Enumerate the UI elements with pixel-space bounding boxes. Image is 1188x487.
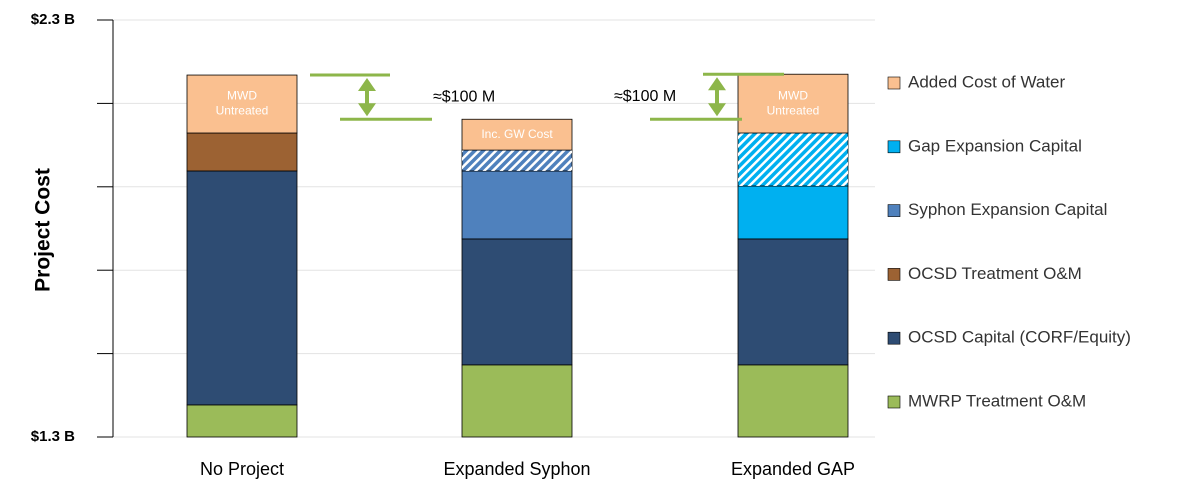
bar-segment: [737, 364, 849, 438]
annotation: ≈$100 M: [614, 88, 676, 105]
arrow-head: [708, 77, 726, 91]
legend-swatch: [887, 140, 901, 154]
bar-segment: [186, 404, 298, 438]
y-axis-label: Project Cost: [32, 168, 55, 292]
legend-swatch: [887, 268, 901, 281]
segment-label: Untreated: [767, 103, 820, 117]
bar-segment: [186, 170, 298, 406]
bar-segment: [737, 238, 849, 366]
legend-label: Gap Expansion Capital: [908, 136, 1082, 155]
legend-label: OCSD Treatment O&M: [908, 264, 1082, 283]
segment-label: Inc. GW Cost: [481, 127, 553, 141]
legend-label: Added Cost of Water: [908, 72, 1066, 91]
arrow-head: [358, 78, 376, 92]
bar-segment: [737, 73, 849, 134]
hatch-overlay: [738, 133, 848, 186]
bar-segment: [461, 364, 573, 438]
bar-segment: [186, 132, 298, 172]
legend-swatch: [887, 395, 901, 409]
x-tick-label: Expanded GAP: [731, 459, 855, 479]
annotation: ≈$100 M: [433, 88, 495, 105]
x-tick-label: Expanded Syphon: [443, 459, 590, 479]
legend-swatch: [887, 76, 901, 90]
arrow-head: [358, 103, 376, 117]
bar-segment: [461, 170, 573, 240]
arrow-head: [708, 103, 726, 117]
segment-label: MWD: [227, 89, 257, 103]
x-tick-label: No Project: [200, 459, 284, 479]
legend-swatch: [887, 331, 901, 345]
y-tick-label: $1.3 B: [31, 428, 75, 445]
hatch-overlay: [462, 150, 572, 171]
segment-label: Untreated: [216, 104, 269, 118]
bar-segment: [737, 185, 849, 240]
bar-segment: [461, 238, 573, 366]
bar-segment: [186, 74, 298, 134]
legend-label: Syphon Expansion Capital: [908, 200, 1107, 219]
y-tick-label: $2.3 B: [31, 11, 75, 28]
legend-label: OCSD Capital (CORF/Equity): [908, 328, 1131, 347]
legend-swatch: [887, 204, 901, 217]
legend-label: MWRP Treatment O&M: [908, 391, 1086, 410]
bar-segment: [461, 118, 573, 151]
segment-label: MWD: [778, 88, 808, 102]
